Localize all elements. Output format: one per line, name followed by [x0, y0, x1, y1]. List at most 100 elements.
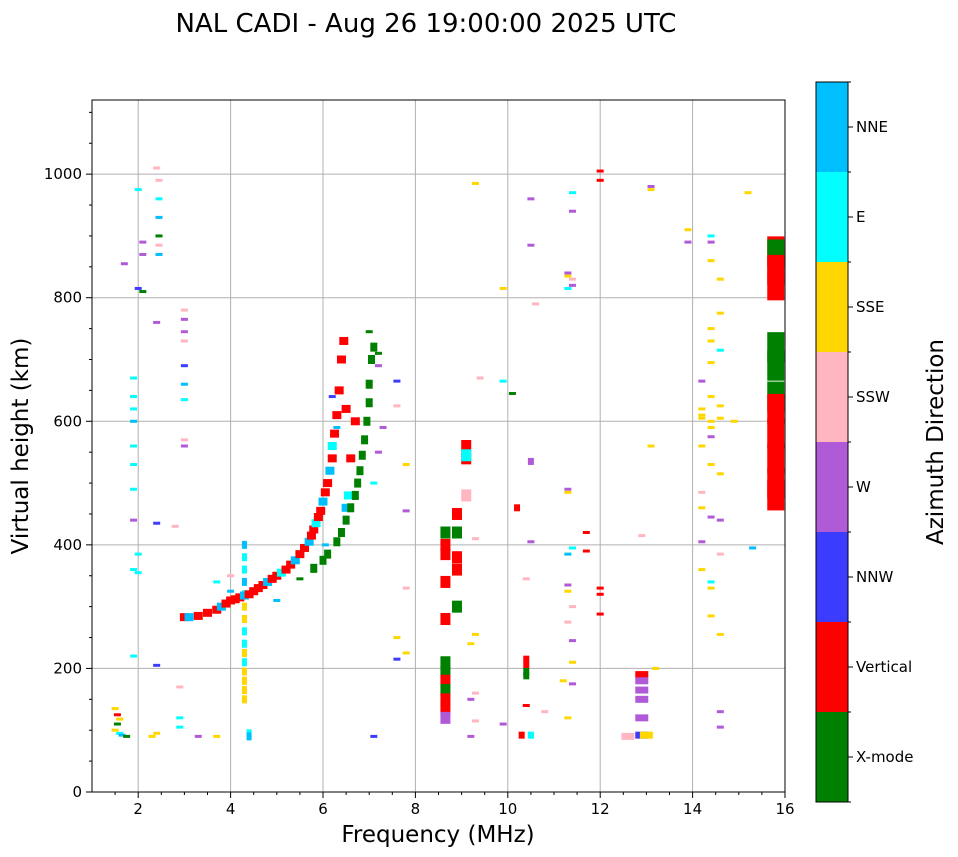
echo-point	[639, 731, 653, 739]
echo-point	[241, 676, 247, 685]
edge-echo-point	[767, 443, 785, 474]
echo-point	[155, 252, 163, 256]
x-mode-trace-point	[351, 490, 359, 500]
echo-point	[684, 240, 692, 244]
x-mode-trace-point	[363, 416, 371, 426]
echo-point	[476, 376, 484, 380]
echo-point	[523, 655, 530, 663]
x-mode-trace-point	[324, 549, 332, 559]
echo-point	[707, 234, 715, 238]
echo-point	[139, 290, 147, 294]
echo-point	[241, 648, 247, 657]
echo-point	[241, 639, 247, 648]
echo-point	[153, 521, 161, 525]
echo-point	[451, 551, 462, 564]
y-tick-label: 0	[72, 783, 82, 801]
echo-point	[241, 667, 247, 676]
echo-point	[370, 734, 378, 738]
f-layer-trace-point	[295, 550, 305, 559]
echo-point	[499, 722, 507, 726]
echo-point	[467, 734, 475, 738]
echo-point	[155, 178, 163, 182]
colorbar-tick-label: SSE	[856, 298, 885, 316]
x-mode-trace-point	[368, 355, 376, 364]
echo-point	[568, 605, 576, 609]
echo-point	[393, 379, 401, 383]
echo-point	[652, 666, 660, 670]
echo-point	[635, 714, 649, 722]
f-layer-trace-point	[339, 336, 349, 345]
y-tick-label: 800	[53, 289, 82, 307]
f-layer-trace-point	[306, 531, 316, 540]
f-layer-trace-point	[316, 506, 326, 515]
x-tick-label: 12	[591, 800, 610, 818]
echo-point	[402, 463, 410, 467]
echo-point	[523, 672, 530, 680]
echo-point	[241, 615, 247, 623]
echo-point	[241, 686, 247, 695]
echo-point	[402, 509, 410, 513]
echo-point	[139, 252, 147, 256]
echo-point	[440, 613, 451, 625]
echo-point	[440, 575, 451, 588]
x-tick-label: 8	[411, 800, 421, 818]
y-axis-label: Virtual height (km)	[8, 338, 34, 555]
f-layer-trace-point	[323, 479, 333, 488]
echo-point	[176, 685, 184, 689]
f-layer-trace-point	[253, 584, 263, 593]
echo-point	[273, 598, 281, 602]
echo-point	[568, 191, 576, 195]
echo-point	[213, 580, 221, 584]
echo-point	[111, 707, 119, 711]
echo-point	[379, 425, 387, 429]
echo-point	[518, 731, 525, 739]
echo-point	[176, 716, 184, 720]
echo-point	[716, 632, 724, 636]
echo-point	[527, 197, 535, 201]
echo-point	[707, 419, 715, 423]
f-layer-trace-point	[336, 355, 346, 364]
y-axis-ticks: 0 200 400 600 800 1000	[44, 111, 92, 801]
echo-point	[582, 549, 590, 553]
echo-point	[461, 440, 472, 452]
echo-point	[130, 444, 138, 448]
echo-point	[564, 271, 572, 275]
f-layer-trace-point	[281, 565, 291, 574]
echo-point	[698, 506, 706, 510]
echo-point	[564, 583, 572, 587]
x-mode-trace-point	[319, 555, 327, 565]
f-layer-trace-point	[216, 602, 226, 611]
echo-point	[744, 191, 752, 195]
edge-echo-point	[767, 270, 785, 301]
echo-point	[241, 658, 247, 667]
echo-point	[499, 286, 507, 290]
echo-point	[321, 543, 329, 547]
grid-lines	[92, 100, 786, 793]
echo-point	[596, 178, 604, 182]
echo-point	[155, 197, 163, 201]
x-mode-trace-point	[310, 563, 318, 573]
echo-point	[241, 602, 247, 611]
echo-point	[635, 671, 649, 679]
echo-point	[130, 419, 138, 423]
echo-point	[749, 546, 757, 550]
echo-point	[707, 463, 715, 467]
echo-point	[716, 472, 724, 476]
echo-point	[716, 311, 724, 315]
y-tick-label: 200	[53, 659, 82, 677]
echo-point	[635, 677, 649, 685]
echo-point	[116, 717, 124, 721]
f-layer-trace-point	[276, 568, 286, 577]
echo-point	[130, 568, 138, 572]
echo-point	[568, 682, 576, 686]
echo-point	[130, 463, 138, 467]
echo-point	[134, 552, 142, 556]
echo-point	[568, 283, 576, 287]
f-layer-trace-point	[272, 571, 282, 580]
edge-echo-point	[767, 350, 785, 381]
echo-point	[180, 330, 188, 334]
x-tick-label: 10	[498, 800, 517, 818]
colorbar-tick-label: X-mode	[856, 748, 913, 766]
f-layer-trace-point	[203, 608, 212, 617]
echo-point	[440, 538, 451, 551]
